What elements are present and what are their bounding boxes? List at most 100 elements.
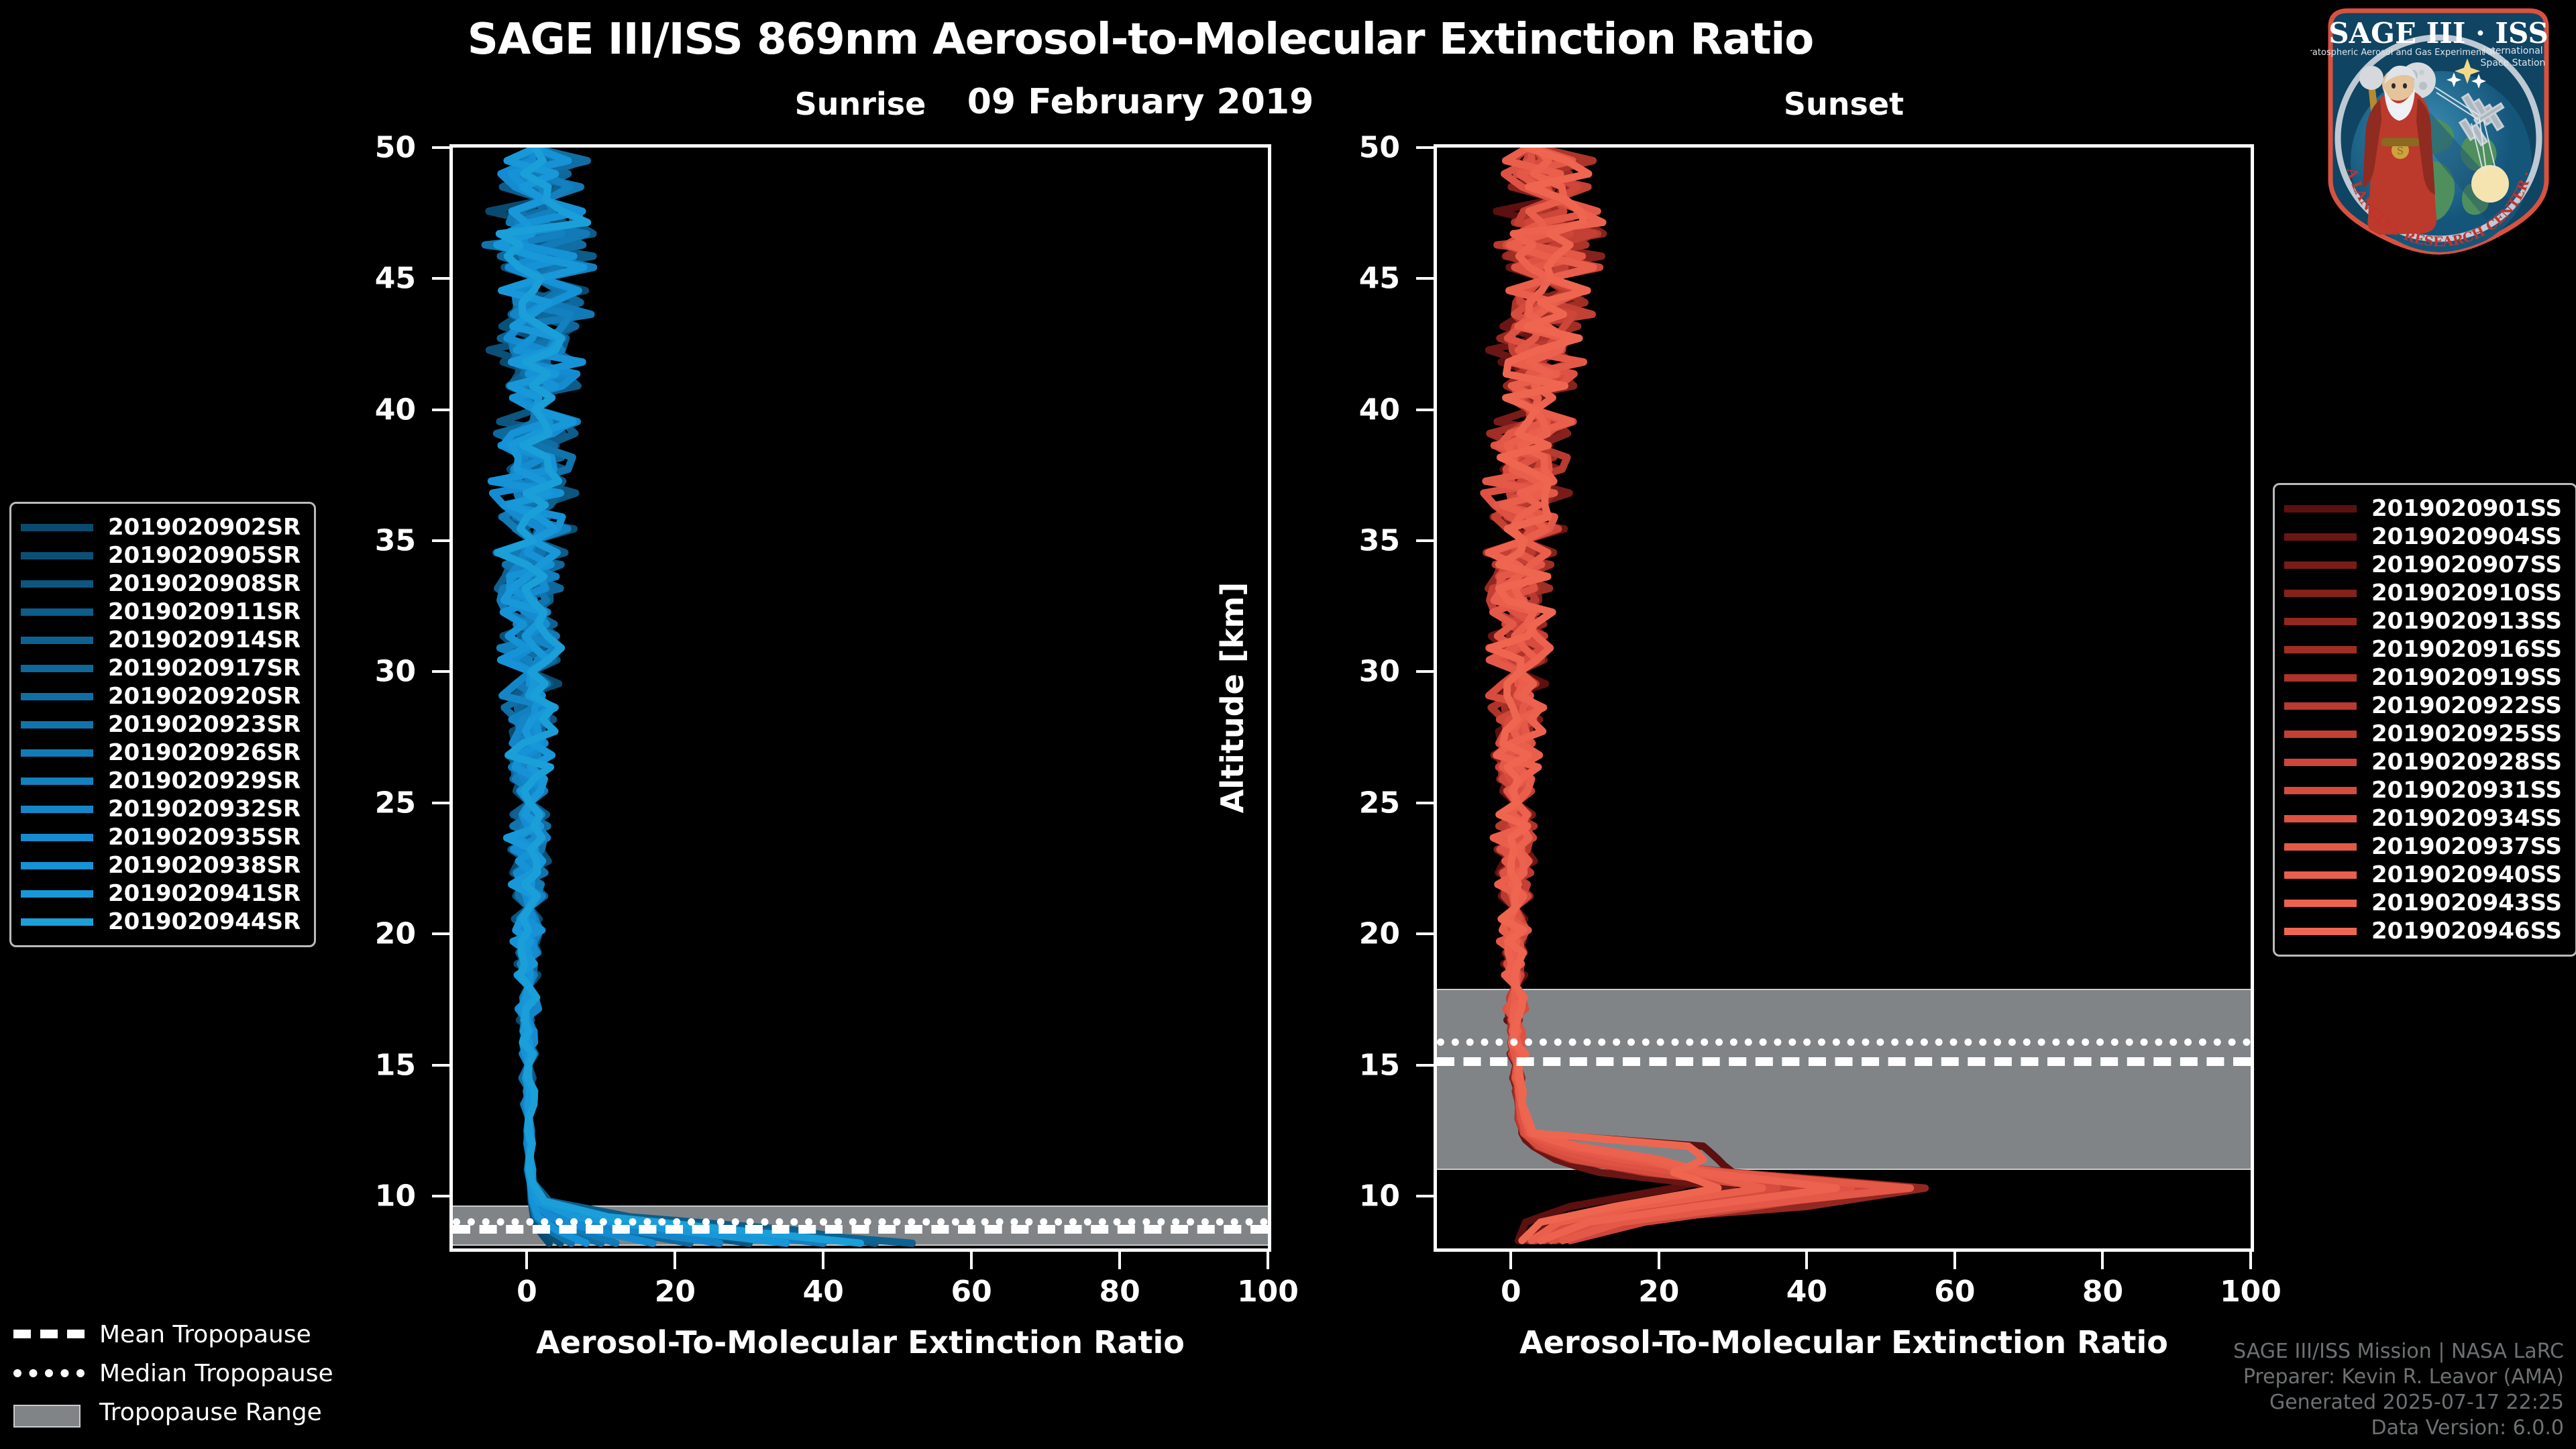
legend-item-label: 2019020926SR: [108, 739, 301, 766]
legend-item[interactable]: 2019020940SS: [2284, 861, 2562, 889]
legend-color-swatch: [2284, 871, 2357, 879]
legend-item[interactable]: 2019020916SS: [2284, 635, 2562, 663]
legend-color-swatch: [2284, 730, 2357, 738]
mean-tropopause-line: [1437, 1057, 2251, 1066]
legend-item-label: 2019020938SR: [108, 852, 301, 879]
legend-color-swatch: [21, 664, 93, 672]
legend-row-median-tropopause: Median Tropopause: [13, 1354, 333, 1393]
y-axis-tick-label: 25: [1358, 786, 1400, 820]
legend-item[interactable]: 2019020944SR: [21, 908, 301, 936]
y-axis-tick-label: 35: [1358, 523, 1400, 558]
logo-subtitle-right-1: International: [2483, 46, 2542, 56]
sunset-legend[interactable]: 2019020901SS 2019020904SS 2019020907SS 2019…: [2273, 483, 2576, 957]
x-axis-tick: [2249, 1252, 2252, 1269]
y-axis-tick-label: 15: [1358, 1048, 1400, 1082]
legend-item[interactable]: 2019020934SS: [2284, 804, 2562, 833]
x-axis-tick: [2101, 1252, 2104, 1269]
legend-item-label: 2019020905SR: [108, 542, 301, 569]
y-axis-tick-label: 35: [374, 523, 416, 558]
legend-item-label: 2019020907SS: [2371, 551, 2563, 578]
legend-color-swatch: [21, 861, 93, 869]
legend-color-swatch: [21, 636, 93, 644]
legend-item-label: 2019020943SS: [2371, 890, 2563, 916]
legend-item[interactable]: 2019020928SS: [2284, 748, 2562, 776]
y-axis-tick: [432, 1194, 449, 1197]
legend-item[interactable]: 2019020926SR: [21, 739, 301, 767]
legend-item[interactable]: 2019020925SS: [2284, 720, 2562, 748]
legend-item-label: 2019020922SS: [2371, 692, 2563, 719]
credit-data-version: Data Version: 6.0.0: [2371, 1416, 2564, 1440]
x-axis-tick-label: 40: [1786, 1275, 1827, 1309]
legend-item[interactable]: 2019020931SS: [2284, 776, 2562, 804]
legend-row-tropopause-range: Tropopause Range: [13, 1393, 333, 1432]
x-axis-title: Aerosol-To-Molecular Extinction Ratio: [536, 1324, 1185, 1360]
legend-item[interactable]: 2019020910SS: [2284, 579, 2562, 607]
legend-item[interactable]: 2019020908SR: [21, 570, 301, 598]
legend-item-label: 2019020940SS: [2371, 861, 2563, 888]
credit-generated: Generated 2025-07-17 22:25: [2269, 1391, 2564, 1414]
y-axis-tick-label: 30: [374, 654, 416, 689]
legend-item-label: 2019020929SR: [108, 767, 301, 794]
y-axis-tick: [1416, 801, 1434, 804]
y-axis-tick: [432, 932, 449, 936]
legend-item[interactable]: 2019020911SR: [21, 598, 301, 626]
legend-item-label: 2019020937SS: [2371, 833, 2563, 860]
legend-item[interactable]: 2019020920SR: [21, 682, 301, 710]
legend-item[interactable]: 2019020919SS: [2284, 663, 2562, 692]
legend-color-swatch: [21, 805, 93, 813]
legend-item-label: 2019020916SS: [2371, 636, 2563, 663]
legend-color-swatch: [2284, 589, 2357, 597]
legend-item[interactable]: 2019020935SR: [21, 823, 301, 851]
legend-item[interactable]: 2019020938SR: [21, 851, 301, 879]
legend-item-label: 2019020923SR: [108, 711, 301, 738]
legend-color-swatch: [21, 523, 93, 531]
credit-mission: SAGE III/ISS Mission | NASA LaRC: [2233, 1340, 2564, 1363]
logo-title: SAGE III · ISS: [2328, 17, 2548, 50]
x-axis-tick-label: 60: [951, 1275, 992, 1309]
y-axis-tick: [432, 146, 449, 149]
y-axis-tick: [1416, 932, 1434, 936]
y-axis-tick-label: 50: [374, 130, 416, 165]
sunset-panel-title: Sunset: [1783, 86, 1904, 122]
legend-item[interactable]: 2019020943SS: [2284, 889, 2562, 917]
legend-color-swatch: [21, 918, 93, 926]
median-tropopause-line: [1437, 1038, 2251, 1046]
x-axis-tick-label: 100: [2220, 1275, 2282, 1309]
y-axis-tick: [1416, 539, 1434, 543]
sunrise-panel-title: Sunrise: [794, 86, 926, 122]
legend-item-label: 2019020902SR: [108, 514, 301, 541]
y-axis-tick: [432, 801, 449, 804]
x-axis-tick-label: 20: [1638, 1275, 1680, 1309]
legend-item[interactable]: 2019020922SS: [2284, 692, 2562, 720]
x-axis-tick: [822, 1252, 825, 1269]
legend-item[interactable]: 2019020929SR: [21, 767, 301, 795]
legend-color-swatch: [2284, 899, 2357, 907]
legend-item-label: 2019020931SS: [2371, 777, 2563, 804]
y-axis-tick: [1416, 408, 1434, 411]
y-axis-tick-label: 45: [1358, 261, 1400, 296]
legend-item[interactable]: 2019020937SS: [2284, 833, 2562, 861]
legend-item[interactable]: 2019020941SR: [21, 879, 301, 908]
sunrise-legend[interactable]: 2019020902SR 2019020905SR 2019020908SR 2019…: [9, 502, 317, 947]
y-axis-tick: [432, 670, 449, 674]
legend-item[interactable]: 2019020901SS: [2284, 494, 2562, 523]
profile-line: [494, 148, 864, 1247]
legend-color-swatch: [21, 551, 93, 559]
legend-row-mean-tropopause: Mean Tropopause: [13, 1315, 333, 1354]
legend-item[interactable]: 2019020902SR: [21, 513, 301, 541]
legend-item[interactable]: 2019020905SR: [21, 541, 301, 570]
legend-item[interactable]: 2019020932SR: [21, 795, 301, 823]
legend-item[interactable]: 2019020917SR: [21, 654, 301, 682]
legend-item[interactable]: 2019020907SS: [2284, 551, 2562, 579]
legend-item[interactable]: 2019020904SS: [2284, 523, 2562, 551]
dotted-line-icon: [13, 1366, 85, 1381]
legend-item[interactable]: 2019020946SS: [2284, 917, 2562, 945]
credit-preparer: Preparer: Kevin R. Leavor (AMA): [2243, 1365, 2564, 1389]
legend-item[interactable]: 2019020923SR: [21, 710, 301, 739]
legend-item[interactable]: 2019020913SS: [2284, 607, 2562, 635]
legend-item[interactable]: 2019020914SR: [21, 626, 301, 654]
legend-label-median-tropopause: Median Tropopause: [99, 1359, 333, 1387]
legend-item-label: 2019020901SS: [2371, 495, 2563, 522]
y-axis-tick-label: 40: [1358, 392, 1400, 427]
